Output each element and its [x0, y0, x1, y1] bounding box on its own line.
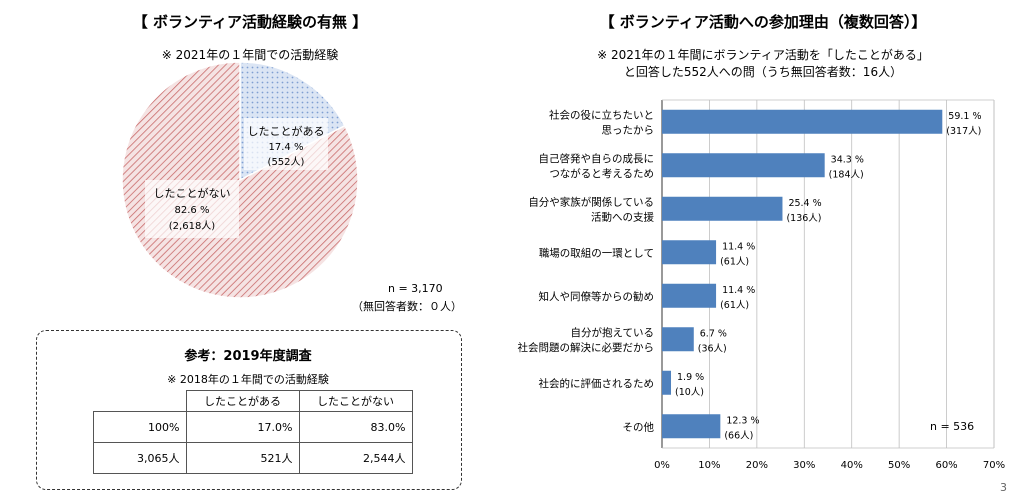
count-label: (136人) — [786, 213, 821, 224]
left-n-note-2: （無回答者数：０人） — [352, 300, 462, 313]
bar — [662, 109, 943, 134]
value-label: 6.7 % — [700, 328, 727, 339]
category-label: 自己啓発や自らの成長に — [539, 152, 655, 165]
x-tick-label: 10% — [698, 460, 720, 471]
bar-gridlines — [661, 99, 995, 449]
bar — [662, 283, 717, 308]
ref-header-blank — [93, 390, 187, 412]
ref-cell-yes-count: 521人 — [185, 442, 300, 474]
bar — [662, 153, 825, 178]
bar-value-labels: 59.1 % (317人) 34.3 % (184人) 25.4 % (136人) 11.4… — [675, 111, 981, 442]
page-number: 3 — [1000, 481, 1007, 494]
ref-cell-yes-pct: 17.0% — [185, 411, 300, 443]
ref-header-yes: したことがある — [185, 390, 300, 412]
right-title: 【 ボランティア活動への参加理由（複数回答）】 — [599, 13, 927, 31]
value-label: 25.4 % — [788, 198, 821, 209]
bar — [662, 370, 672, 395]
category-label: 社会問題の解決に必要だから — [518, 341, 655, 354]
reference-box — [36, 330, 462, 490]
x-tick-label: 30% — [793, 460, 815, 471]
count-label: (61人) — [720, 300, 749, 311]
value-label: 11.4 % — [722, 241, 755, 252]
x-tick-label: 0% — [654, 460, 670, 471]
slice-label-box-no — [145, 180, 239, 238]
category-label: 自分や家族が関係している — [528, 195, 654, 208]
bar-category-labels: 社会の役に立ちたいと思ったから自己啓発や自らの成長につながると考えるため自分や家… — [518, 108, 655, 433]
ref-header-no: したことがない — [298, 390, 413, 412]
category-label: 社会的に評価されるため — [539, 377, 655, 390]
count-label: (61人) — [720, 256, 749, 267]
slice-pct-yes: 17.4 % — [269, 142, 304, 153]
slice-label-yes: したことがある — [248, 124, 325, 138]
value-label: 59.1 % — [948, 111, 981, 122]
x-tick-label: 40% — [841, 460, 863, 471]
category-label: 活動への支援 — [591, 210, 654, 223]
x-tick-label: 60% — [935, 460, 957, 471]
value-label: 11.4 % — [722, 285, 755, 296]
count-label: (10人) — [675, 387, 704, 398]
ref-cell-no-count: 2,544人 — [298, 442, 413, 474]
slice-count-no: (2,618人) — [169, 220, 216, 232]
reference-title: 参考：2019年度調査 — [184, 349, 312, 364]
count-label: (66人) — [724, 430, 753, 441]
slice-label-no: したことがない — [154, 186, 231, 200]
pie-chart: したことがある 17.4 % (552人) したことがない 82.6 % (2,… — [121, 61, 359, 299]
category-label: 思ったから — [602, 124, 655, 136]
x-tick-label: 70% — [983, 460, 1005, 471]
bar-marks — [662, 109, 943, 439]
category-label: 職場の取組の一環として — [539, 246, 654, 259]
slice-pct-no: 82.6 % — [175, 205, 210, 216]
right-subtitle-2: と回答した552人への問（うち無回答者数：16人） — [623, 65, 903, 79]
count-label: (36人) — [698, 343, 727, 354]
ref-cell-total-count: 3,065人 — [93, 442, 187, 474]
pie-slice-no — [121, 61, 359, 299]
bar-n-note: n = 536 — [930, 420, 974, 433]
x-tick-label: 50% — [888, 460, 910, 471]
category-label: 社会の役に立ちたいと — [549, 108, 654, 121]
x-tick-label: 20% — [746, 460, 768, 471]
bar — [662, 327, 694, 352]
bar-chart: 社会の役に立ちたいと思ったから自己啓発や自らの成長につながると考えるため自分や家… — [518, 99, 1005, 471]
ref-cell-total-pct: 100% — [93, 411, 187, 443]
slice-label-box-yes — [244, 118, 328, 170]
category-label: 知人や同僚等からの勧め — [539, 290, 655, 303]
table-row: 100% 17.0% 83.0% — [93, 411, 413, 443]
ref-cell-no-pct: 83.0% — [298, 411, 413, 443]
value-label: 34.3 % — [831, 154, 864, 165]
reference-subtitle: ※ 2018年の１年間での活動経験 — [167, 373, 329, 386]
category-label: つながると考えるため — [549, 167, 654, 180]
value-label: 12.3 % — [726, 415, 759, 426]
table-row: 3,065人 521人 2,544人 — [93, 442, 413, 474]
left-subtitle: ※ 2021年の１年間での活動経験 — [161, 48, 339, 62]
left-n-note: n = 3,170 — [388, 282, 443, 295]
reference-table: したことがある したことがない 100% 17.0% 83.0% 3,065人 … — [93, 390, 413, 474]
left-title: 【 ボランティア活動経験の有無 】 — [132, 13, 368, 31]
value-label: 1.9 % — [677, 372, 704, 383]
bar — [662, 196, 783, 221]
count-label: (184人) — [829, 169, 864, 180]
slice-count-yes: (552人) — [268, 156, 305, 168]
category-label: その他 — [623, 420, 655, 433]
category-label: 自分が抱えている — [571, 326, 654, 339]
right-subtitle-1: ※ 2021年の１年間にボランティア活動を「したことがある」 — [597, 48, 929, 62]
bar-tick-labels: 0% 10% 20% 30% 40% 50% 60% 70% — [654, 460, 1005, 471]
count-label: (317人) — [946, 126, 981, 137]
bar — [662, 414, 721, 439]
bar — [662, 240, 717, 265]
